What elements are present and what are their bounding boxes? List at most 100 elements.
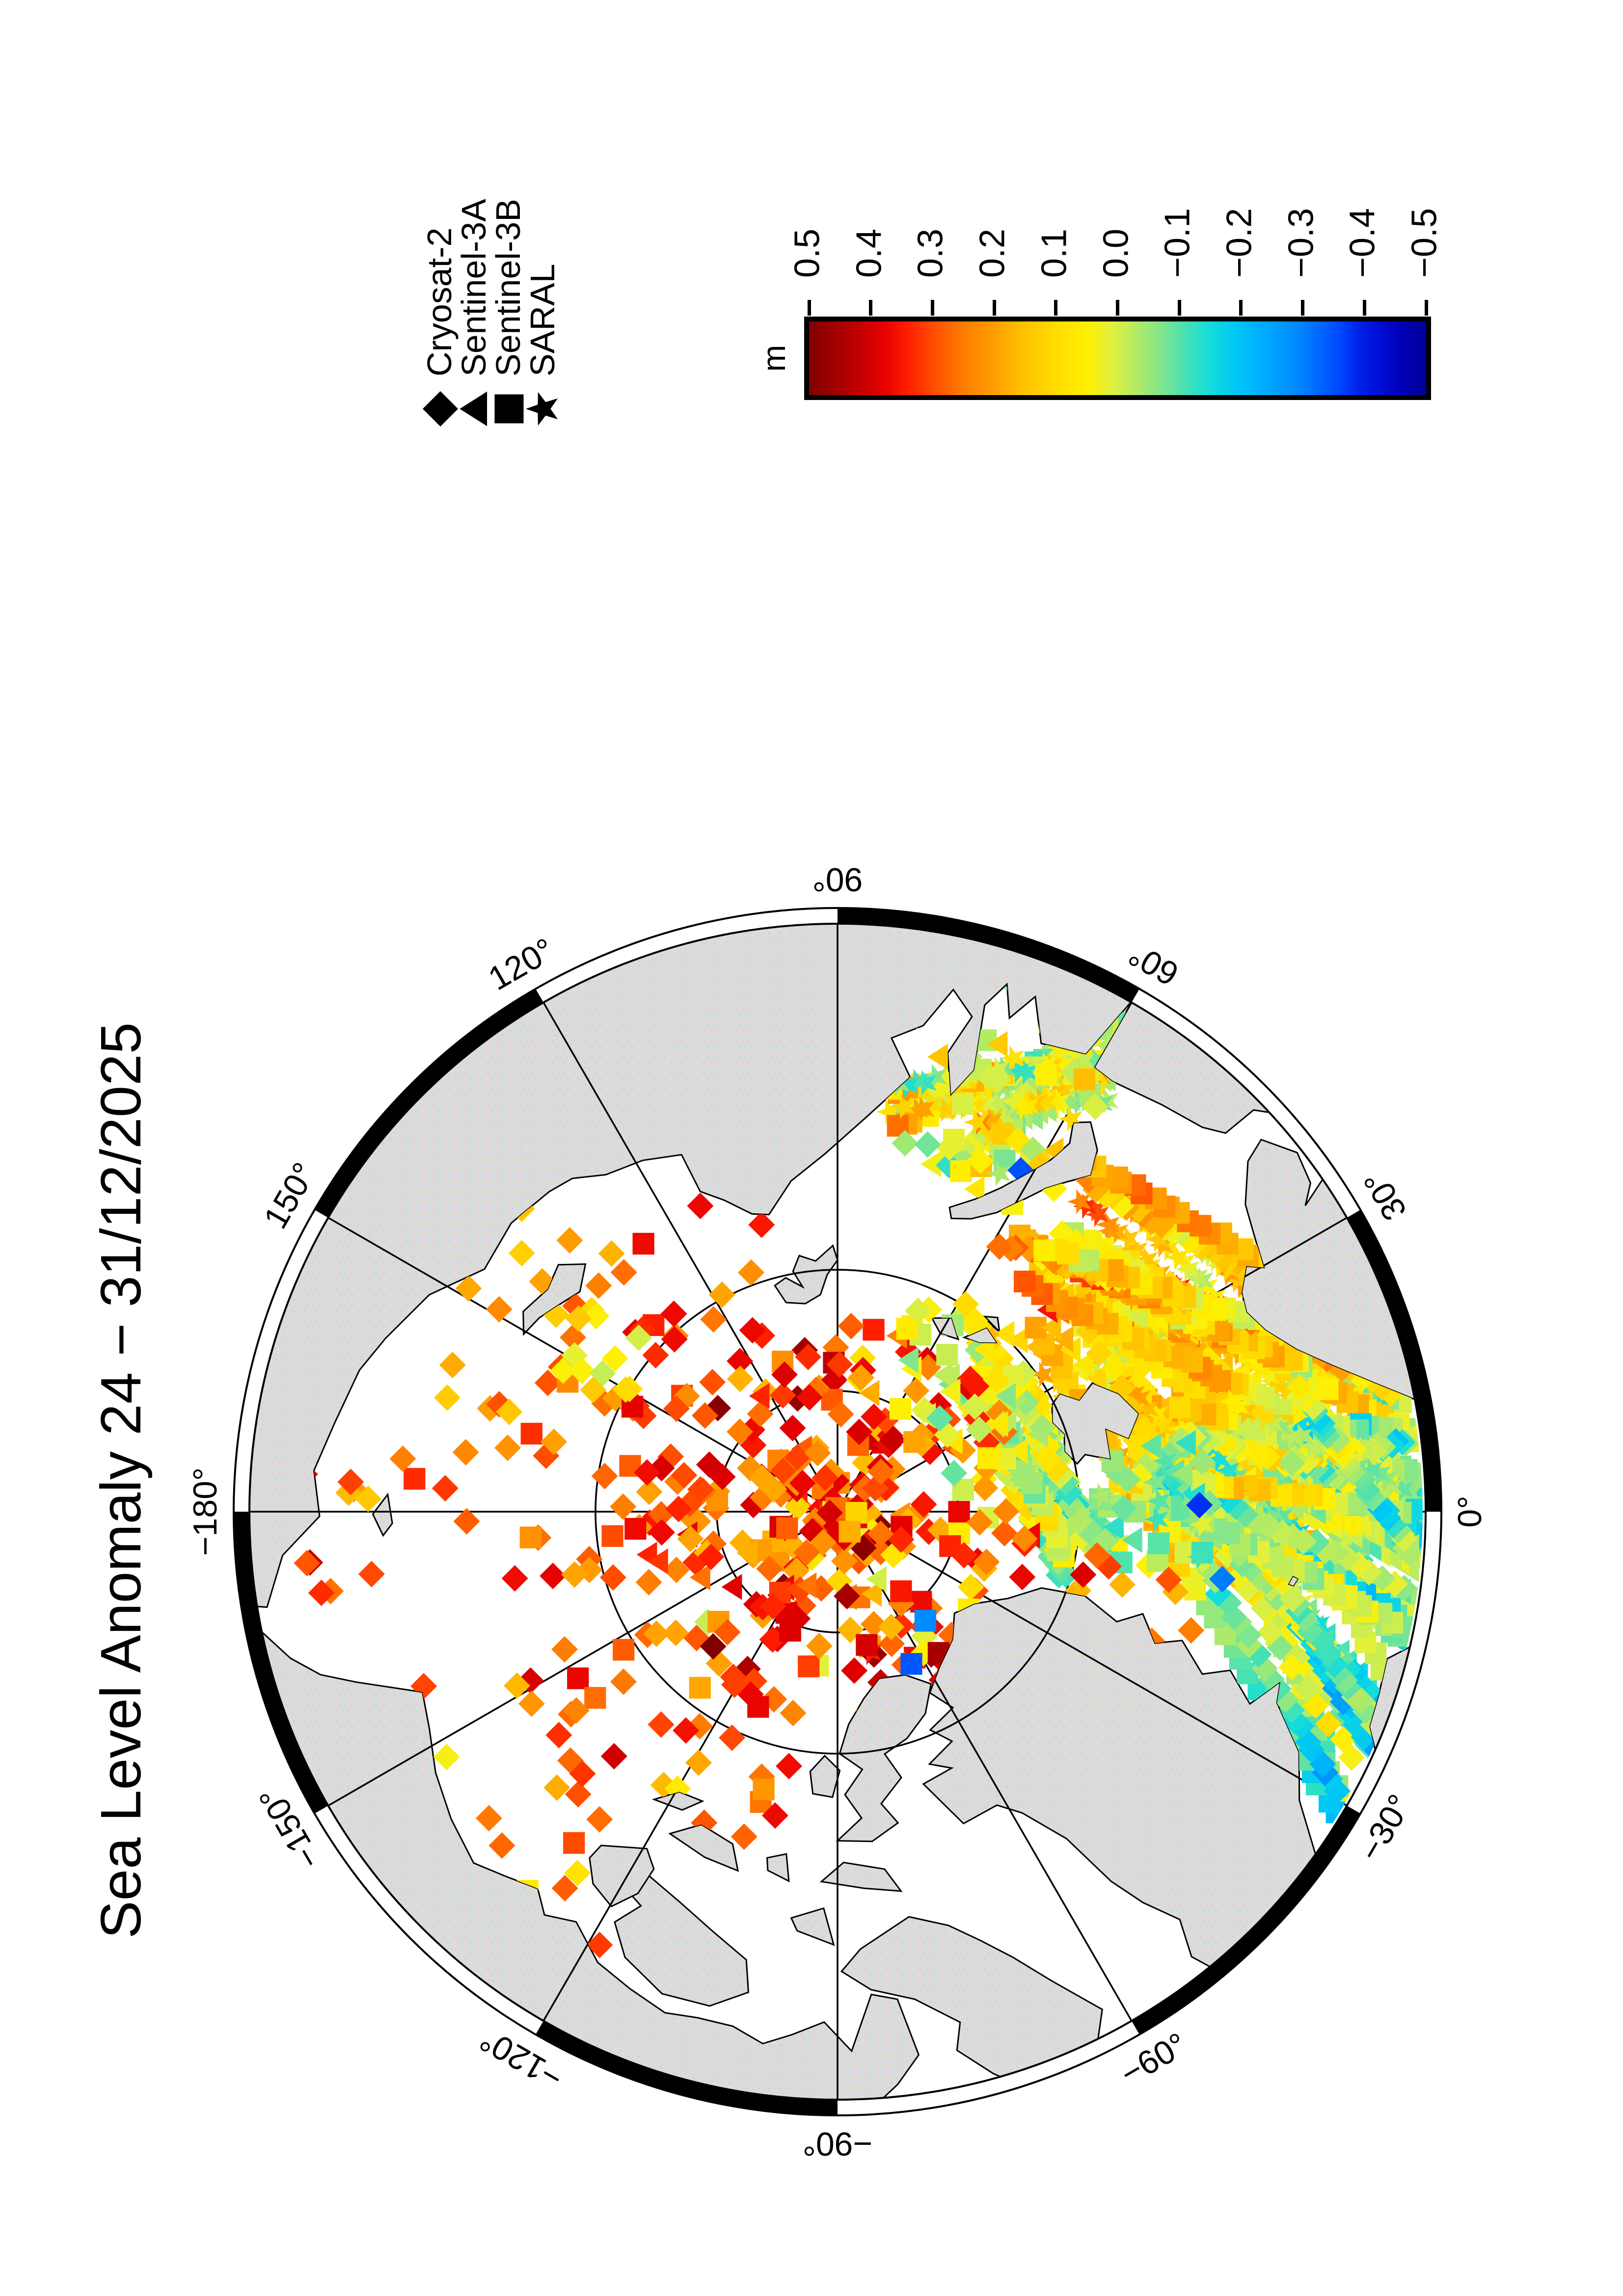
- data-point-diamond: [556, 1227, 583, 1254]
- data-point-star: [1289, 1423, 1313, 1449]
- data-point-diamond: [518, 1690, 545, 1717]
- data-point-triangle: [1122, 1527, 1142, 1553]
- data-point-diamond: [486, 1296, 513, 1323]
- data-point-diamond: [738, 1259, 765, 1286]
- data-point-diamond: [1258, 1665, 1285, 1692]
- data-point-square: [520, 1422, 542, 1445]
- data-point-diamond: [1309, 1751, 1336, 1778]
- frame-ring-black-arc: [234, 1511, 328, 1814]
- data-point-diamond: [625, 1324, 652, 1351]
- data-point-diamond: [517, 1667, 544, 1694]
- data-points: [291, 966, 1425, 1984]
- data-point-diamond: [1205, 1580, 1232, 1607]
- data-point-star: [1056, 1091, 1081, 1116]
- data-point-diamond: [879, 1426, 906, 1453]
- data-point-diamond: [917, 1438, 944, 1465]
- data-point-square: [1128, 1435, 1150, 1457]
- data-point-diamond: [870, 972, 897, 999]
- data-point-star: [1245, 1285, 1270, 1311]
- data-point-diamond: [1083, 1542, 1110, 1569]
- data-point-diamond: [565, 1781, 592, 1808]
- data-point-star: [1260, 1411, 1284, 1437]
- data-point-diamond: [508, 1195, 535, 1222]
- data-point-diamond: [562, 1292, 589, 1319]
- data-point-diamond: [904, 1297, 931, 1324]
- data-point-square: [1101, 1450, 1123, 1472]
- data-point-diamond: [610, 1493, 637, 1520]
- data-point-diamond: [834, 1582, 861, 1609]
- data-point-diamond: [914, 1131, 941, 1158]
- data-point-diamond: [501, 1565, 528, 1592]
- data-point-star: [1246, 1489, 1271, 1515]
- data-point-star: [1082, 1197, 1107, 1222]
- data-point-diamond: [337, 1468, 364, 1495]
- data-point-diamond: [1315, 1710, 1342, 1737]
- data-point-diamond: [759, 1593, 786, 1620]
- data-point-diamond: [677, 1525, 704, 1552]
- data-point-diamond: [955, 1043, 982, 1070]
- data-point-square: [958, 1599, 980, 1621]
- data-point-diamond: [727, 1348, 754, 1375]
- land-somerset: [790, 1907, 835, 1946]
- data-point-diamond: [926, 1405, 953, 1432]
- data-point-diamond: [966, 1509, 993, 1536]
- data-point-triangle: [1163, 1459, 1185, 1486]
- data-point-square: [977, 1447, 1000, 1469]
- data-point-diamond: [534, 1369, 561, 1396]
- data-point-star: [1146, 1488, 1171, 1514]
- data-point-diamond: [1294, 1675, 1321, 1702]
- data-point-diamond: [793, 1539, 820, 1566]
- data-point-diamond: [1055, 993, 1082, 1020]
- data-point-diamond: [1085, 1340, 1112, 1367]
- data-point-diamond: [439, 1352, 466, 1379]
- data-point-diamond: [727, 1365, 754, 1392]
- data-point-star: [904, 966, 929, 991]
- data-point-diamond: [648, 1501, 675, 1528]
- data-point-diamond: [354, 1485, 381, 1512]
- data-point-diamond: [671, 1462, 698, 1489]
- data-point-star: [1259, 1298, 1283, 1324]
- data-point-star: [1256, 1363, 1280, 1389]
- data-point-square: [863, 1319, 885, 1341]
- data-point-star: [1298, 1433, 1323, 1459]
- data-point-diamond: [387, 1694, 414, 1721]
- data-point-square: [839, 1521, 861, 1543]
- data-point-diamond: [709, 1464, 736, 1491]
- data-point-triangle: [874, 1061, 895, 1087]
- legend-item-cryosat-2: Cryosat-2: [420, 199, 459, 428]
- data-point-diamond: [453, 1508, 480, 1535]
- data-point-star: [1314, 1438, 1338, 1464]
- data-point-star: [1219, 1388, 1244, 1415]
- data-point-star: [945, 1067, 970, 1093]
- data-point-diamond: [804, 1440, 831, 1467]
- data-point-square: [563, 1832, 585, 1854]
- data-point-star: [1251, 1522, 1276, 1547]
- data-point-diamond: [565, 1305, 592, 1332]
- data-point-diamond: [867, 1458, 894, 1485]
- data-point-diamond: [663, 1556, 690, 1583]
- data-point-square: [890, 1580, 912, 1602]
- star-icon: [526, 392, 558, 426]
- data-point-diamond: [452, 1439, 479, 1466]
- data-point-diamond: [569, 1760, 596, 1787]
- data-point-square: [856, 1634, 878, 1656]
- data-point-square: [1085, 1396, 1108, 1418]
- data-point-diamond: [941, 1460, 968, 1487]
- data-point-star: [1260, 1500, 1285, 1525]
- data-point-star: [891, 1094, 915, 1119]
- data-point-star: [1152, 1448, 1177, 1474]
- data-point-star: [1005, 1058, 1030, 1084]
- data-point-diamond: [698, 1543, 725, 1570]
- data-point-diamond: [551, 1636, 578, 1663]
- data-point-diamond: [1178, 1617, 1205, 1644]
- data-point-diamond: [776, 1753, 803, 1780]
- data-point-diamond: [841, 1657, 868, 1684]
- data-point-star: [1116, 1237, 1141, 1262]
- data-point-diamond: [691, 1809, 718, 1836]
- data-point-diamond: [661, 1326, 688, 1353]
- data-point-star: [932, 1096, 956, 1122]
- data-point-star: [1119, 1449, 1144, 1474]
- data-point-square: [1233, 1413, 1255, 1436]
- data-point-star: [1050, 1053, 1074, 1078]
